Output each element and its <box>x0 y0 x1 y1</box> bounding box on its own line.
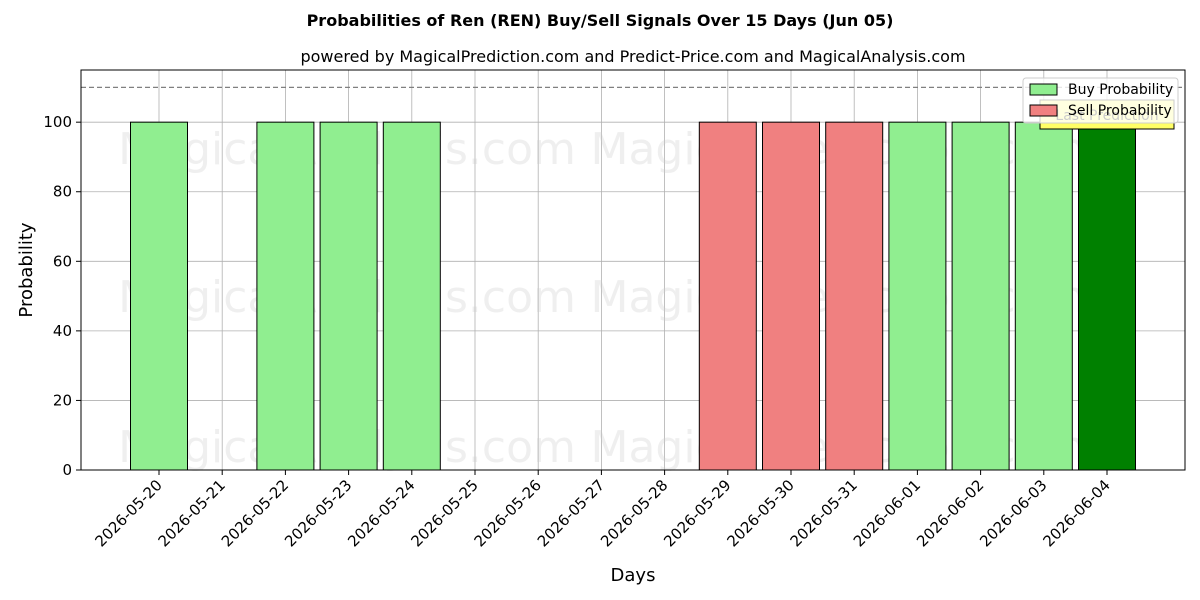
y-tick-label: 40 <box>53 322 72 340</box>
x-tick-label: 2026-05-30 <box>723 476 797 550</box>
bar <box>888 121 947 471</box>
chart-subtitle: powered by MagicalPrediction.com and Pre… <box>300 47 965 66</box>
chart-title: Probabilities of Ren (REN) Buy/Sell Sign… <box>307 11 894 30</box>
legend-label: Buy Probability <box>1068 82 1173 98</box>
x-tick-label: 2026-06-02 <box>913 476 987 550</box>
bar <box>256 121 315 471</box>
bar <box>698 121 757 471</box>
x-tick-label: 2026-05-27 <box>534 476 608 550</box>
bar <box>382 121 441 471</box>
y-tick-label: 60 <box>53 252 72 270</box>
x-tick-label: 2026-06-03 <box>976 476 1050 550</box>
legend-swatch <box>1029 104 1058 117</box>
legend-swatch <box>1029 83 1058 96</box>
y-tick-label: 0 <box>62 461 72 479</box>
bar <box>1078 121 1136 471</box>
bar <box>319 121 378 471</box>
x-axis-label: Days <box>611 565 656 586</box>
bar <box>825 121 884 471</box>
legend-box <box>1022 77 1179 124</box>
x-tick-label: 2026-05-29 <box>660 476 734 550</box>
x-tick-label: 2026-05-28 <box>597 476 671 550</box>
y-axis: 0 20 40 60 80 100 <box>43 113 81 479</box>
bar <box>762 121 820 471</box>
bar <box>130 121 188 471</box>
y-axis-label: Probability <box>16 222 37 317</box>
y-tick-label: 100 <box>43 113 72 131</box>
y-tick-label: 80 <box>53 183 72 201</box>
x-tick-label: 2026-06-01 <box>850 476 924 550</box>
x-tick-label: 2026-05-20 <box>91 476 165 550</box>
plot-frame <box>80 69 1186 471</box>
x-tick-label: 2026-05-25 <box>407 476 481 550</box>
bar <box>1014 121 1073 471</box>
legend-label: Sell Probability <box>1068 103 1172 119</box>
bars <box>130 121 1136 471</box>
x-tick-label: 2026-06-04 <box>1039 476 1113 550</box>
x-tick-label: 2026-05-24 <box>344 476 418 550</box>
x-tick-label: 2026-05-21 <box>155 476 229 550</box>
x-tick-label: 2026-05-31 <box>787 476 861 550</box>
x-tick-label: 2026-05-22 <box>218 476 292 550</box>
y-tick-label: 20 <box>53 391 72 409</box>
x-axis: 2026-05-202026-05-212026-05-222026-05-23… <box>91 470 1114 550</box>
x-tick-label: 2026-05-23 <box>281 476 355 550</box>
bar <box>951 121 1010 471</box>
x-tick-label: 2026-05-26 <box>471 476 545 550</box>
